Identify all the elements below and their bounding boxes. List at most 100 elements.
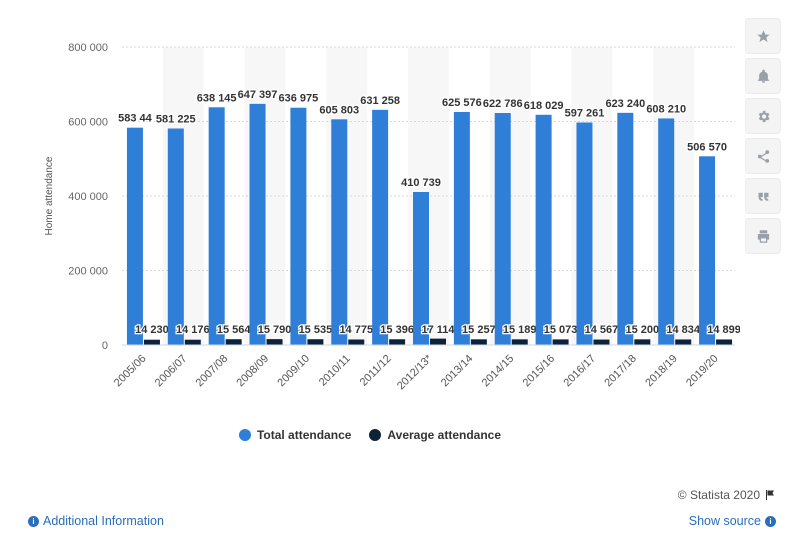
bar-average bbox=[389, 339, 406, 345]
star-icon bbox=[756, 29, 770, 42]
favorite-button[interactable] bbox=[745, 18, 781, 54]
footer-links: i Additional Information Show source i bbox=[28, 514, 776, 528]
legend-item-average-attendance[interactable]: Average attendance bbox=[369, 428, 501, 442]
data-label-total: 625 576 bbox=[442, 97, 482, 109]
legend-swatch-average bbox=[369, 429, 382, 441]
data-label-total: 583 44 bbox=[118, 113, 153, 125]
legend-label-total: Total attendance bbox=[256, 428, 352, 442]
y-tick-label: 400 000 bbox=[68, 191, 108, 203]
bar-average bbox=[143, 339, 160, 345]
bar-average bbox=[552, 339, 569, 345]
data-label-total: 647 397 bbox=[238, 89, 278, 101]
bar-total bbox=[208, 107, 225, 345]
share-icon bbox=[757, 149, 769, 163]
bar-total bbox=[372, 109, 389, 346]
data-label-total: 581 225 bbox=[156, 113, 196, 125]
bar-total bbox=[249, 103, 266, 345]
data-label-average: 15 535 bbox=[299, 324, 333, 336]
x-tick-label: 2014/15 bbox=[480, 353, 517, 390]
x-tick-label: 2017/18 bbox=[602, 353, 639, 390]
show-source-label: Show source bbox=[688, 514, 761, 528]
data-label-total: 605 803 bbox=[319, 104, 359, 116]
x-tick-label: 2012/13* bbox=[395, 352, 435, 392]
data-label-average: 15 073 bbox=[544, 324, 578, 336]
y-tick-label: 800 000 bbox=[68, 42, 108, 54]
data-label-average: 14 834 bbox=[666, 324, 701, 336]
x-tick-label: 2009/10 bbox=[275, 353, 312, 390]
data-label-average: 15 200 bbox=[626, 324, 660, 336]
bar-average bbox=[470, 339, 487, 345]
bar-total bbox=[617, 112, 634, 345]
bar-average bbox=[266, 339, 283, 345]
bar-total bbox=[413, 191, 429, 345]
x-tick-label: 2016/17 bbox=[561, 353, 598, 390]
bar-total bbox=[290, 107, 307, 346]
y-axis-label: Home attendance bbox=[44, 156, 55, 235]
info-icon: i bbox=[765, 515, 776, 527]
legend-swatch-total bbox=[238, 429, 251, 441]
bar-total bbox=[167, 128, 184, 345]
bar-average bbox=[716, 339, 733, 345]
bar-average bbox=[634, 339, 651, 345]
data-label-total: 631 258 bbox=[360, 95, 400, 107]
side-toolbar bbox=[745, 18, 781, 254]
credit-text: © Statista 2020 bbox=[677, 488, 760, 502]
data-label-total: 506 570 bbox=[687, 141, 727, 153]
data-label-average: 15 564 bbox=[217, 324, 252, 336]
bar-total bbox=[126, 127, 143, 345]
statista-credit[interactable]: © Statista 2020 bbox=[678, 488, 776, 502]
bar-average bbox=[307, 339, 324, 345]
chart-legend: Total attendance Average attendance bbox=[0, 428, 740, 442]
show-source-link[interactable]: Show source i bbox=[689, 514, 776, 528]
print-button[interactable] bbox=[745, 218, 781, 254]
x-tick-label: 2018/19 bbox=[643, 353, 680, 390]
y-tick-label: 0 bbox=[102, 340, 108, 352]
bar-chart: 0 200 000 400 000 600 000 800 000 Home attend… bbox=[44, 42, 740, 392]
x-tick-label: 2008/09 bbox=[235, 353, 272, 390]
data-label-average: 15 790 bbox=[258, 324, 292, 336]
notification-button[interactable] bbox=[745, 58, 781, 94]
bar-total bbox=[453, 111, 470, 346]
x-tick-label: 2006/07 bbox=[153, 353, 190, 390]
x-tick-label: 2005/06 bbox=[112, 353, 149, 390]
additional-information-label: Additional Information bbox=[43, 514, 164, 528]
chart-area: 0 200 000 400 000 600 000 800 000 Home attend… bbox=[44, 42, 740, 392]
share-button[interactable] bbox=[745, 138, 781, 174]
legend-item-total-attendance[interactable]: Total attendance bbox=[238, 428, 352, 442]
bar-average bbox=[348, 339, 365, 345]
x-tick-label: 2015/16 bbox=[521, 353, 558, 390]
data-label-average: 15 396 bbox=[380, 324, 414, 336]
bar-total bbox=[658, 118, 675, 345]
bar-average bbox=[184, 339, 201, 345]
bar-total bbox=[494, 113, 511, 346]
settings-button[interactable] bbox=[745, 98, 781, 134]
bar-average bbox=[593, 339, 610, 345]
cite-button[interactable] bbox=[745, 178, 781, 214]
bar-average bbox=[511, 339, 528, 345]
data-label-average: 14 775 bbox=[339, 324, 373, 336]
print-icon bbox=[757, 229, 769, 243]
data-label-average: 14 899 bbox=[707, 324, 740, 336]
bell-icon bbox=[757, 69, 769, 83]
data-label-total: 410 739 bbox=[401, 177, 441, 189]
flag-icon bbox=[766, 490, 774, 500]
x-tick-label: 2013/14 bbox=[439, 353, 476, 390]
data-label-average: 15 257 bbox=[462, 324, 496, 336]
data-label-total: 638 145 bbox=[197, 92, 237, 104]
bar-total bbox=[699, 156, 716, 345]
info-icon: i bbox=[28, 515, 39, 527]
bar-average bbox=[225, 339, 242, 345]
gear-icon bbox=[758, 110, 769, 122]
x-tick-label: 2019/20 bbox=[684, 353, 721, 390]
data-label-total: 636 975 bbox=[279, 93, 319, 105]
bar-average bbox=[430, 338, 446, 345]
y-tick-label: 600 000 bbox=[68, 117, 108, 129]
bar-average bbox=[675, 339, 692, 345]
additional-information-link[interactable]: i Additional Information bbox=[28, 514, 164, 528]
data-label-total: 618 029 bbox=[524, 100, 564, 112]
data-label-total: 608 210 bbox=[646, 103, 686, 115]
data-label-total: 623 240 bbox=[605, 98, 645, 110]
data-label-average: 14 176 bbox=[176, 324, 210, 336]
data-label-average: 17 114 bbox=[421, 324, 455, 336]
x-tick-label: 2010/11 bbox=[317, 353, 353, 389]
